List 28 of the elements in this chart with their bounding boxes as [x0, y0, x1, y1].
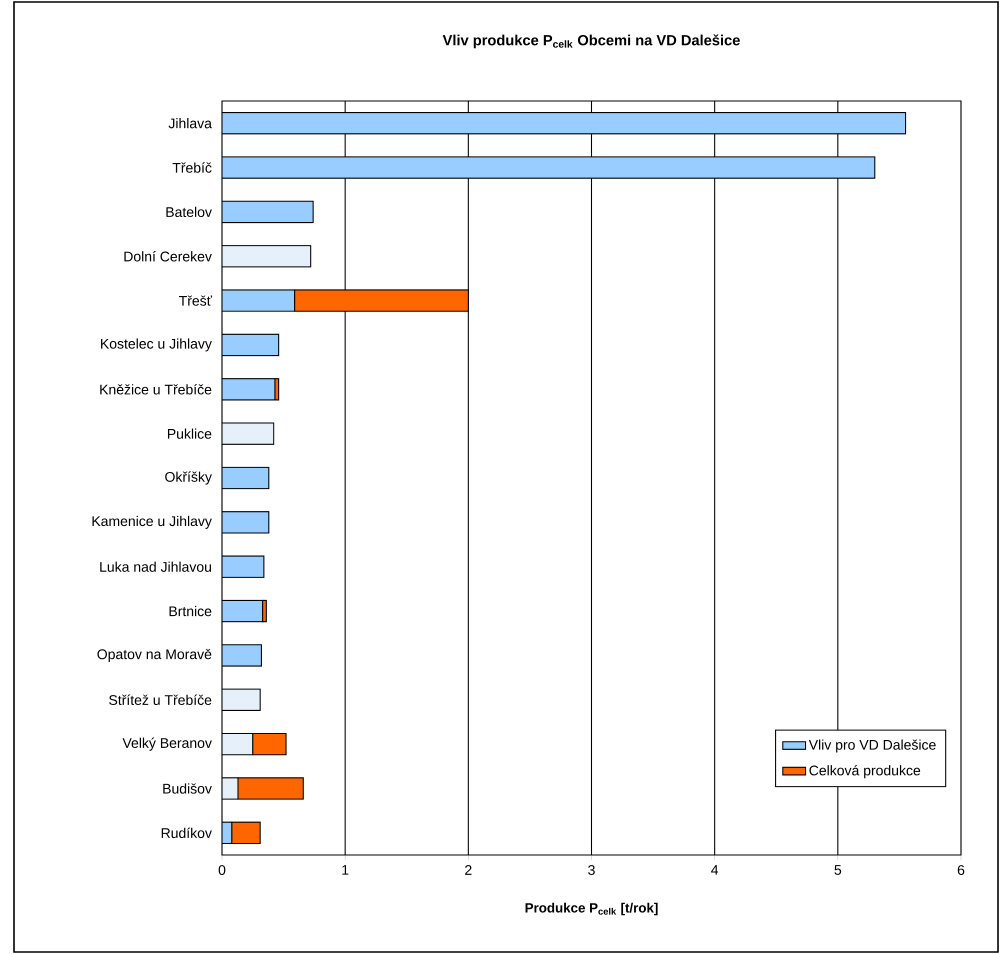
- y-tick-label: Kostelec u Jihlavy: [101, 338, 212, 352]
- x-tick-label: 1: [342, 865, 348, 875]
- x-tick-label: 3: [588, 865, 595, 875]
- x-axis-title: Produkce P$_{celk}$ [t/rok]: [526, 902, 658, 916]
- x-tick-label: 4: [711, 865, 718, 875]
- y-tick-label: Jihlava: [168, 118, 212, 128]
- y-tick-label: Brtnice: [170, 606, 212, 616]
- y-tick-label: Rudíkov: [162, 828, 212, 838]
- y-tick-label: Dolní Cerekev: [124, 251, 212, 262]
- legend-label: Vliv pro VD Dalešice: [808, 739, 936, 753]
- chart-title: Vliv produkce P$_{celk}$ Obcemi na VD Dalešice: [442, 34, 740, 48]
- y-tick-label: Střítež u Třebíče: [109, 694, 212, 706]
- y-tick-label: Puklice: [168, 428, 212, 439]
- y-tick-label: Kněžice u Třebíče: [100, 384, 212, 395]
- y-tick-label: Luka nad Jihlavou: [100, 562, 211, 572]
- x-tick-label: 2: [465, 865, 472, 875]
- legend-label: Celková produkce: [809, 764, 920, 778]
- x-tick-label: 6: [958, 865, 964, 875]
- y-tick-label: Kamenice u Jihlavy: [92, 516, 212, 529]
- x-tick-label: 5: [834, 865, 842, 875]
- y-tick-label: Budišov: [163, 783, 212, 794]
- x-tick-label: 0: [218, 865, 226, 875]
- y-tick-label: Velký Beranov: [122, 738, 212, 751]
- y-tick-label: Třešť: [179, 295, 212, 306]
- y-tick-label: Okříšky: [165, 471, 212, 485]
- y-tick-label: Třebíč: [172, 162, 212, 173]
- y-tick-label: Batelov: [166, 206, 212, 218]
- y-tick-label: Opatov na Moravě: [97, 648, 212, 662]
